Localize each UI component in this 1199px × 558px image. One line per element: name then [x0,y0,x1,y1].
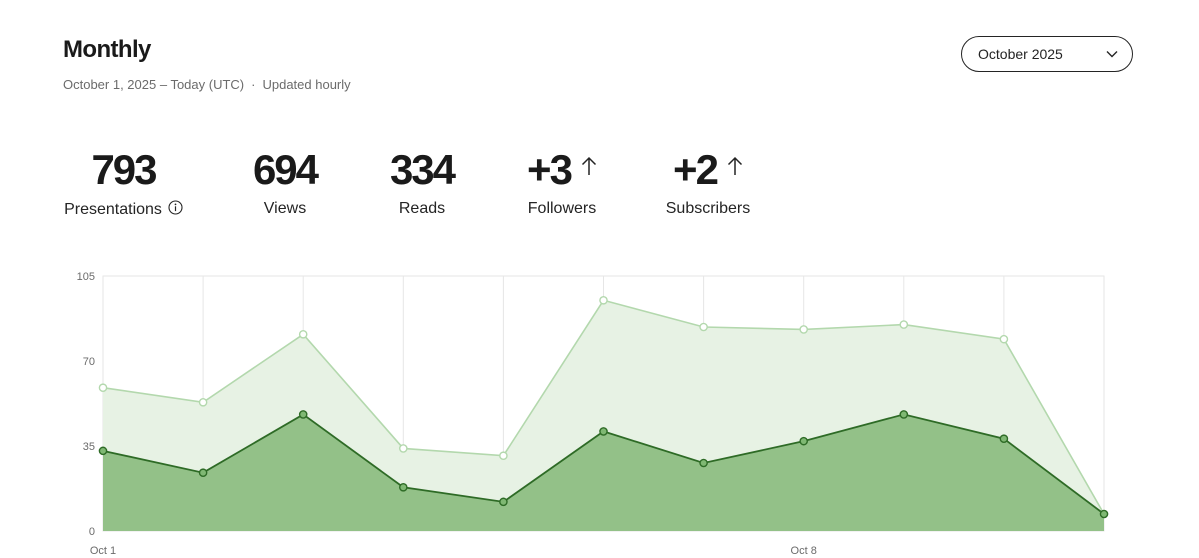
series-0-point [98,383,108,393]
stat-label: Presentations [64,201,162,218]
series-0-point [398,444,408,453]
series-0-point [599,295,608,305]
month-select-value: October 2025 [978,46,1063,62]
stat-value: 793 [91,146,157,193]
series-1-point [599,427,608,436]
series-1-point [98,446,108,456]
page-title: Monthly [63,36,151,63]
series-1-point [899,410,909,419]
date-range-subtitle: October 1, 2025 – Today (UTC) · Updated ho… [63,77,351,92]
y-tick-label: 105 [77,271,95,283]
series-0-point [499,451,508,461]
series-0-point [298,329,308,339]
arrow-up-icon [727,156,743,181]
series-1-point [799,436,809,446]
y-tick-label: 35 [83,441,95,453]
series-1-point [499,497,508,507]
stat-value: +2 [673,146,719,193]
series-1-point [398,482,408,492]
arrow-up-icon [581,156,597,181]
series-0-point [999,334,1009,344]
date-range: October 1, 2025 – Today (UTC) [63,77,245,92]
x-tick-label: Oct 8 [791,545,817,557]
series-0-point [198,397,208,407]
stat-views: 694 Views [240,143,330,218]
separator-dot: · [251,77,256,92]
stat-label: Followers [527,200,597,217]
area-chart: 0 35 70 105 Oct 1 Oct 8 [77,271,1109,557]
series-1-area [103,414,1104,531]
stat-subscribers: +2 Subscribers [661,143,755,218]
stat-label: Reads [398,200,446,217]
month-select[interactable]: October 2025 [961,36,1133,72]
series-0-point [799,325,809,334]
stat-value: +3 [527,146,573,193]
stat-followers: +3 Followers [519,143,605,218]
series-1-point [999,434,1009,444]
stat-presentations: 793 Presentations [63,143,184,220]
series-0-point [699,322,708,332]
series-1-point [198,468,208,478]
stat-label: Views [263,200,307,217]
series-1-point [298,410,308,419]
y-tick-label: 70 [83,356,95,368]
series-0-point [899,320,909,329]
update-note: Updated hourly [262,77,351,92]
series-1-point [699,458,708,468]
chevron-down-icon [1106,50,1118,58]
y-tick-label: 0 [89,526,95,538]
stat-value: 334 [389,146,456,193]
stat-value: 694 [252,146,319,193]
stat-reads: 334 Reads [378,143,466,218]
stat-label: Subscribers [665,200,751,217]
info-icon[interactable] [168,200,183,220]
series-1-point [1099,509,1109,519]
x-tick-label: Oct 1 [90,545,116,557]
